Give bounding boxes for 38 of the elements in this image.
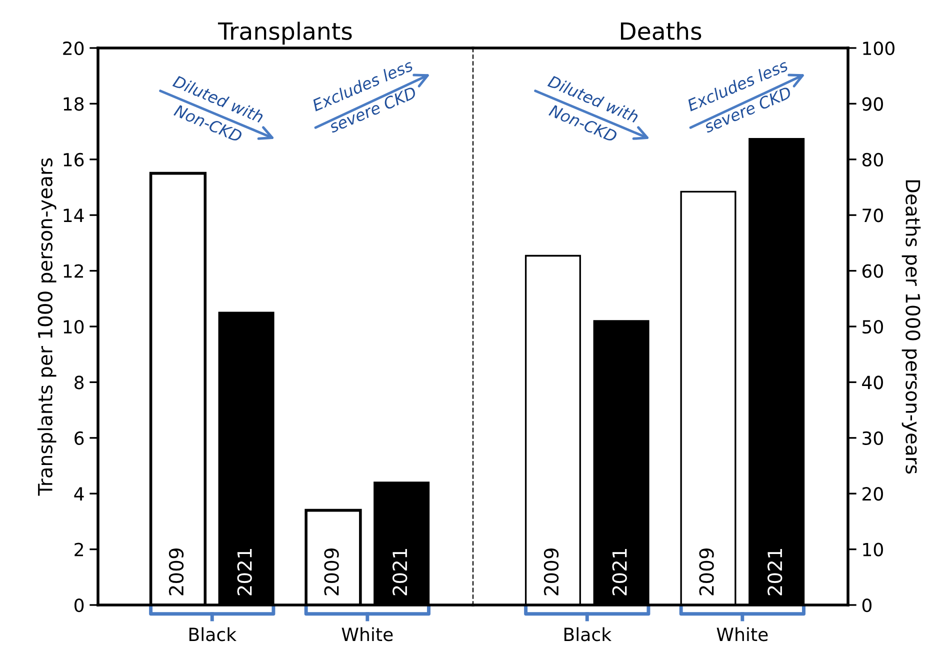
y-tick-label: 16 — [64, 152, 84, 167]
y-tick-label: 90 — [862, 97, 883, 111]
x-tick-label: White — [716, 627, 768, 642]
y-tick-label: 30 — [862, 431, 883, 446]
y-tick-label: 70 — [862, 208, 883, 222]
series-label: 2009 — [544, 548, 559, 596]
y-tick-label: 20 — [862, 487, 883, 501]
y-tick-label: 2 — [74, 542, 83, 556]
y-tick-label: 8 — [74, 376, 84, 390]
y-tick-label: 4 — [74, 487, 84, 500]
y-tick-label: 80 — [862, 152, 883, 167]
y-axis-title: Transplants per 1000 person-years — [37, 158, 56, 496]
y-tick-label: 0 — [862, 598, 872, 612]
y-tick-label: 50 — [862, 320, 883, 334]
y-tick-label: 20 — [63, 41, 84, 56]
x-tick-label: Black — [189, 627, 237, 642]
chart-title: Deaths — [620, 22, 702, 40]
y-tick-label: 0 — [74, 598, 84, 612]
series-label: 2009 — [168, 548, 184, 596]
y-tick-label: 18 — [64, 97, 84, 111]
text: 2021 — [392, 548, 408, 596]
text: 2021 — [768, 548, 782, 596]
chart-title: Transplants — [218, 22, 352, 45]
y-tick-label: 10 — [863, 542, 883, 556]
series-label: 2021 — [237, 548, 252, 596]
y-tick-label: 100 — [863, 41, 894, 56]
y-tick-label: 12 — [64, 264, 83, 278]
x-tick-label: White — [342, 627, 393, 642]
text: 2009 — [699, 548, 714, 596]
y-tick-label: 14 — [64, 208, 84, 222]
x-tick-label: Black — [564, 627, 612, 642]
text: 2009 — [324, 548, 339, 596]
y-tick-label: 10 — [64, 320, 84, 334]
y-axis-title: Deaths per 1000 person-years — [902, 180, 921, 474]
y-tick-label: 6 — [74, 431, 84, 446]
y-tick-label: 40 — [862, 376, 883, 390]
y-tick-label: 60 — [862, 264, 883, 278]
series-label: 2021 — [612, 548, 627, 596]
